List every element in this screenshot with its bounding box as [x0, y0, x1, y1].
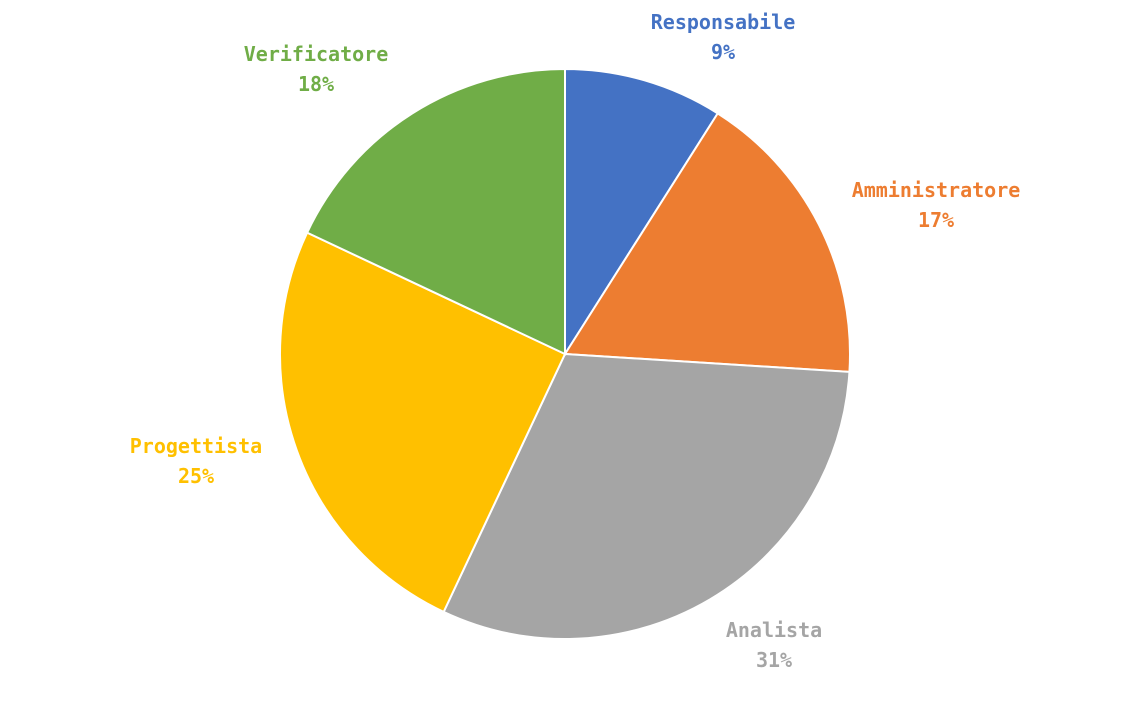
slice-category-label: Verificatore: [244, 42, 389, 66]
data-label-verificatore: Verificatore 18%: [244, 42, 389, 96]
pie-labels: Responsabile 9% Amministratore 17% Analista 3…: [130, 10, 1021, 672]
pie-slice-analista: [442, 352, 851, 641]
data-label-responsabile: Responsabile 9%: [651, 10, 796, 64]
pie-slice-amministratore: [563, 111, 851, 373]
slice-percent-label: 17%: [918, 208, 954, 232]
pie-slice-responsabile: [564, 67, 720, 358]
slice-percent-label: 9%: [711, 40, 735, 64]
pie-slice-verificatore: [305, 67, 566, 356]
slice-percent-label: 18%: [298, 72, 334, 96]
slice-category-label: Analista: [726, 618, 822, 642]
pie-slices: [278, 67, 851, 641]
data-label-analista: Analista 31%: [726, 618, 822, 672]
slice-category-label: Amministratore: [852, 178, 1021, 202]
data-label-progettista: Progettista 25%: [130, 434, 262, 488]
data-label-amministratore: Amministratore 17%: [852, 178, 1021, 232]
slice-percent-label: 31%: [756, 648, 792, 672]
pie-slice-progettista: [278, 231, 567, 614]
slice-category-label: Progettista: [130, 434, 262, 458]
slice-category-label: Responsabile: [651, 10, 796, 34]
slice-percent-label: 25%: [178, 464, 214, 488]
